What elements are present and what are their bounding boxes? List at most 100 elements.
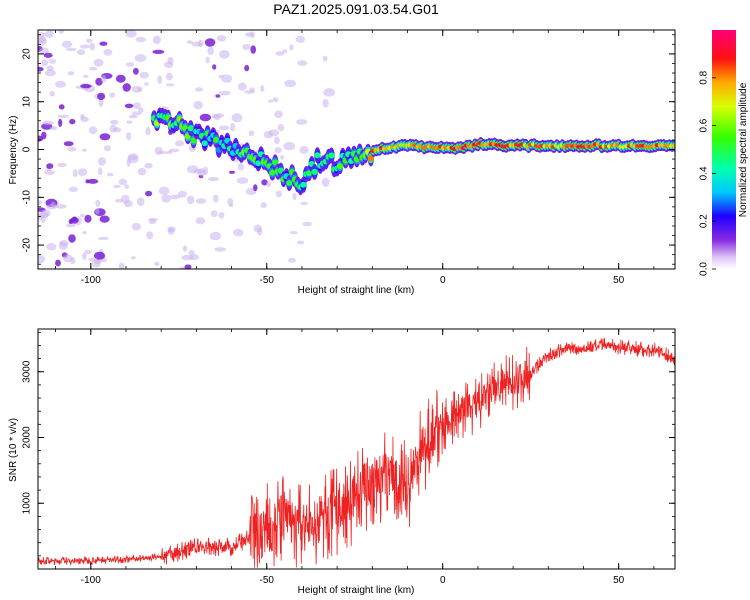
spectrogram-noise-blob bbox=[138, 107, 144, 113]
spectrogram-noise-blob bbox=[283, 142, 296, 151]
spectrogram-noise-blob bbox=[124, 184, 129, 190]
spectrogram-noise-blob bbox=[322, 55, 328, 62]
spectrogram-noise-blob bbox=[137, 87, 143, 92]
spectrogram-noise-blob bbox=[253, 224, 262, 233]
spectrogram-noise-blob bbox=[218, 211, 225, 219]
spectrogram-noise-blob bbox=[103, 48, 113, 56]
spectrogram-noise-blob bbox=[168, 148, 180, 153]
spectrogram-noise-blob bbox=[193, 169, 204, 174]
spectrogram-noise-blob bbox=[244, 90, 255, 94]
spectrogram-noise-blob bbox=[274, 136, 280, 145]
spectrogram-noise-blob bbox=[132, 102, 141, 110]
spectrogram-noise-blob bbox=[237, 163, 245, 171]
spectrogram-noise-blob bbox=[193, 100, 203, 110]
spectrogram-noise-blob bbox=[248, 130, 255, 137]
spectrogram-noise-blob bbox=[89, 66, 98, 71]
figure-title: PAZ1.2025.091.03.54.G01 bbox=[273, 1, 439, 17]
spectrogram-noise-blob bbox=[44, 69, 57, 77]
spectrogram-noise-blob bbox=[65, 47, 77, 52]
spectrogram-noise-blob bbox=[68, 234, 76, 243]
colorbar-ticks: 0.0 0.2 0.4 0.6 0.8 bbox=[699, 70, 716, 276]
spectrogram-noise-blob bbox=[99, 215, 110, 223]
colorbar-tick-label: 0.0 bbox=[699, 262, 710, 276]
spectrogram-noise-blob bbox=[272, 97, 279, 103]
spectrogram-noise-blob bbox=[38, 255, 46, 264]
spectrogram-noise-blob bbox=[260, 85, 265, 92]
spectrogram-noise-blob bbox=[106, 172, 114, 177]
snr-xlabel: Height of straight line (km) bbox=[298, 585, 415, 596]
spectrogram-noise-blob bbox=[167, 227, 175, 235]
spectrogram-noise-blob bbox=[199, 113, 212, 122]
spectrogram-noise-blob bbox=[209, 231, 221, 241]
spectrogram-noise-blob bbox=[65, 223, 76, 228]
x-tick-label: 0 bbox=[440, 575, 446, 586]
spectrogram-noise-blob bbox=[167, 57, 174, 65]
colorbar: 0.0 0.2 0.4 0.6 0.8 Normalized spectral ampl… bbox=[699, 30, 749, 276]
spectrogram-noise-blob bbox=[216, 35, 227, 42]
spectrogram-noise-blob bbox=[115, 198, 123, 203]
spectrogram-noise-blob bbox=[323, 88, 335, 97]
spectrogram-signal-cell bbox=[269, 169, 276, 176]
spectrogram-noise-blob bbox=[38, 32, 47, 38]
spectrogram-noise-blob bbox=[93, 251, 106, 260]
spectrogram-noise-blob bbox=[57, 162, 67, 168]
spectrogram-noise-blob bbox=[49, 90, 55, 97]
spectrogram-noise-blob bbox=[295, 35, 305, 43]
spectrogram-noise-blob bbox=[72, 169, 78, 178]
spectrogram-noise-blob bbox=[125, 30, 137, 38]
spectrogram-noise-blob bbox=[40, 215, 46, 224]
spectrogram-noise-blob bbox=[49, 126, 58, 131]
spectrogram-noise-blob bbox=[275, 51, 285, 56]
spectrogram-noise-blob bbox=[242, 44, 251, 50]
spectrogram-noise-blob bbox=[99, 41, 108, 46]
spectrogram-noise-blob bbox=[87, 178, 99, 184]
spectrogram-noise-blob bbox=[127, 153, 139, 161]
spectrogram-noise-blob bbox=[77, 49, 86, 56]
spectrogram-noise-blob bbox=[39, 47, 49, 55]
spectrogram-noise-blob bbox=[46, 163, 54, 169]
spectrogram-signal-cell bbox=[305, 170, 313, 177]
spectrogram-noise-blob bbox=[274, 147, 282, 154]
spectrogram-noise-blob bbox=[148, 218, 156, 225]
spectrogram-noise-blob bbox=[152, 35, 161, 45]
y-tick-label: -10 bbox=[22, 190, 33, 205]
spectrogram-signal-cell bbox=[201, 140, 208, 147]
spectrogram-noise-blob bbox=[98, 157, 106, 166]
spectrogram-noise-blob bbox=[230, 122, 236, 132]
spectrogram-xlabel: Height of straight line (km) bbox=[298, 285, 415, 296]
spectrogram-noise-blob bbox=[299, 145, 309, 154]
spectrogram-noise-blob bbox=[126, 158, 131, 167]
snr-ylabel: SNR (10 * v/v) bbox=[8, 418, 19, 482]
spectrogram-noise-blob bbox=[188, 249, 195, 256]
spectrogram-noise-blob bbox=[118, 178, 127, 186]
spectrogram-noise-blob bbox=[250, 45, 256, 54]
spectrogram-noise-blob bbox=[218, 90, 231, 96]
spectrogram-noise-blob bbox=[212, 64, 217, 70]
spectrogram-noise-blob bbox=[277, 124, 285, 132]
spectrogram-noise-blob bbox=[131, 222, 142, 231]
spectrogram-signal-cell bbox=[286, 180, 293, 186]
spectrogram-noise-blob bbox=[41, 59, 48, 67]
spectrogram-noise-blob bbox=[88, 126, 98, 135]
spectrogram-noise-blob bbox=[38, 36, 47, 43]
spectrogram-signal-cell bbox=[272, 159, 279, 166]
spectrogram-noise-blob bbox=[152, 49, 165, 55]
spectrogram-noise-blob bbox=[67, 146, 77, 152]
spectrogram-noise-blob bbox=[58, 104, 65, 110]
spectrogram-signal-cell bbox=[255, 160, 262, 167]
spectrogram-noise-blob bbox=[266, 180, 271, 188]
spectrogram-noise-blob bbox=[282, 49, 288, 54]
spectrogram-noise-blob bbox=[139, 71, 149, 79]
spectrogram-noise-blob bbox=[288, 257, 296, 263]
snr-series-line bbox=[38, 337, 675, 568]
spectrogram-noise-blob bbox=[126, 120, 133, 124]
spectrogram-noise-blob bbox=[260, 202, 268, 209]
spectrogram-noise-blob bbox=[77, 168, 88, 177]
x-tick-label: -100 bbox=[81, 275, 101, 286]
spectrogram-noise-blob bbox=[121, 194, 130, 204]
spectrogram-noise-blob bbox=[207, 47, 214, 55]
spectrogram-noise-blob bbox=[321, 177, 330, 187]
spectrogram-noise-blob bbox=[233, 228, 244, 237]
spectrogram-noise-blob bbox=[165, 83, 175, 87]
